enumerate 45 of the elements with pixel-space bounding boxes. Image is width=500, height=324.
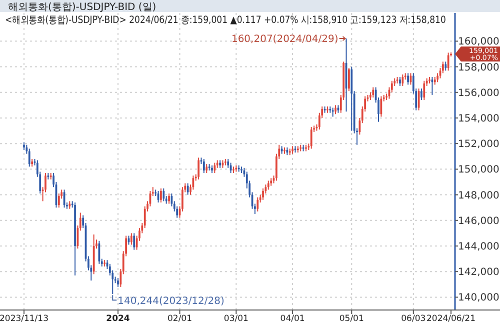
x-tick-label: 05/01 (339, 314, 364, 324)
y-tick-label: 144,000 (458, 241, 500, 252)
candlestick (162, 188, 165, 202)
candlestick (198, 157, 200, 180)
candlestick (133, 232, 136, 250)
candlestick (447, 52, 450, 72)
annotation: 140,244(2023/12/28) (118, 296, 225, 308)
candlestick (420, 88, 422, 101)
candlestick (423, 80, 426, 101)
y-tick-label: 152,000 (458, 139, 500, 150)
y-tick-label: 146,000 (458, 216, 500, 227)
candlestick (202, 158, 205, 174)
candlestick (402, 74, 404, 86)
x-tick-label: 04/01 (280, 314, 305, 324)
candlestick (186, 182, 189, 196)
candlestick (168, 193, 170, 204)
x-tick-label: 03/01 (224, 314, 248, 324)
candlestick (58, 193, 60, 208)
x-tick-label: 02/01 (168, 314, 192, 324)
candlestick (310, 126, 312, 150)
candlestick (372, 86, 374, 98)
x-tick-label: 06/03 (401, 314, 426, 324)
y-tick-label: 150,000 (458, 164, 500, 176)
y-tick-label: 140,000 (458, 292, 500, 304)
candlestick (380, 96, 382, 118)
candlestick (256, 196, 259, 212)
y-tick-label: 154,000 (458, 113, 500, 124)
chart-title: 해외통화(통합)-USDJPY-BID (일) (8, 2, 156, 13)
y-tick-label: 142,000 (458, 267, 500, 278)
x-tick-label: 2023/11/13 (0, 314, 48, 324)
candlestick (348, 68, 350, 92)
annotation: 160,207(2024/04/29) (231, 34, 338, 46)
chart-subtitle: <해외통화(통합)-USDJPY-BID> 2024/06/21 종:159,001 ▲0.117 +0.07% 시:158,910 고:159,123 저:158,810 (5, 14, 446, 26)
candlestick (160, 188, 162, 203)
candlestick (262, 188, 264, 200)
candlestick (407, 72, 409, 86)
x-tick-label: 2024 (106, 314, 130, 324)
x-tick-label: 2024/06/21 (426, 314, 476, 324)
y-tick-label: 148,000 (458, 190, 500, 202)
y-tick-label: 160,000 (458, 36, 500, 48)
candlestick (214, 162, 216, 174)
candlestick (130, 232, 132, 246)
y-tick-label: 158,000 (458, 62, 500, 74)
candlestick (28, 148, 30, 168)
y-tick-label: 156,000 (458, 88, 500, 99)
